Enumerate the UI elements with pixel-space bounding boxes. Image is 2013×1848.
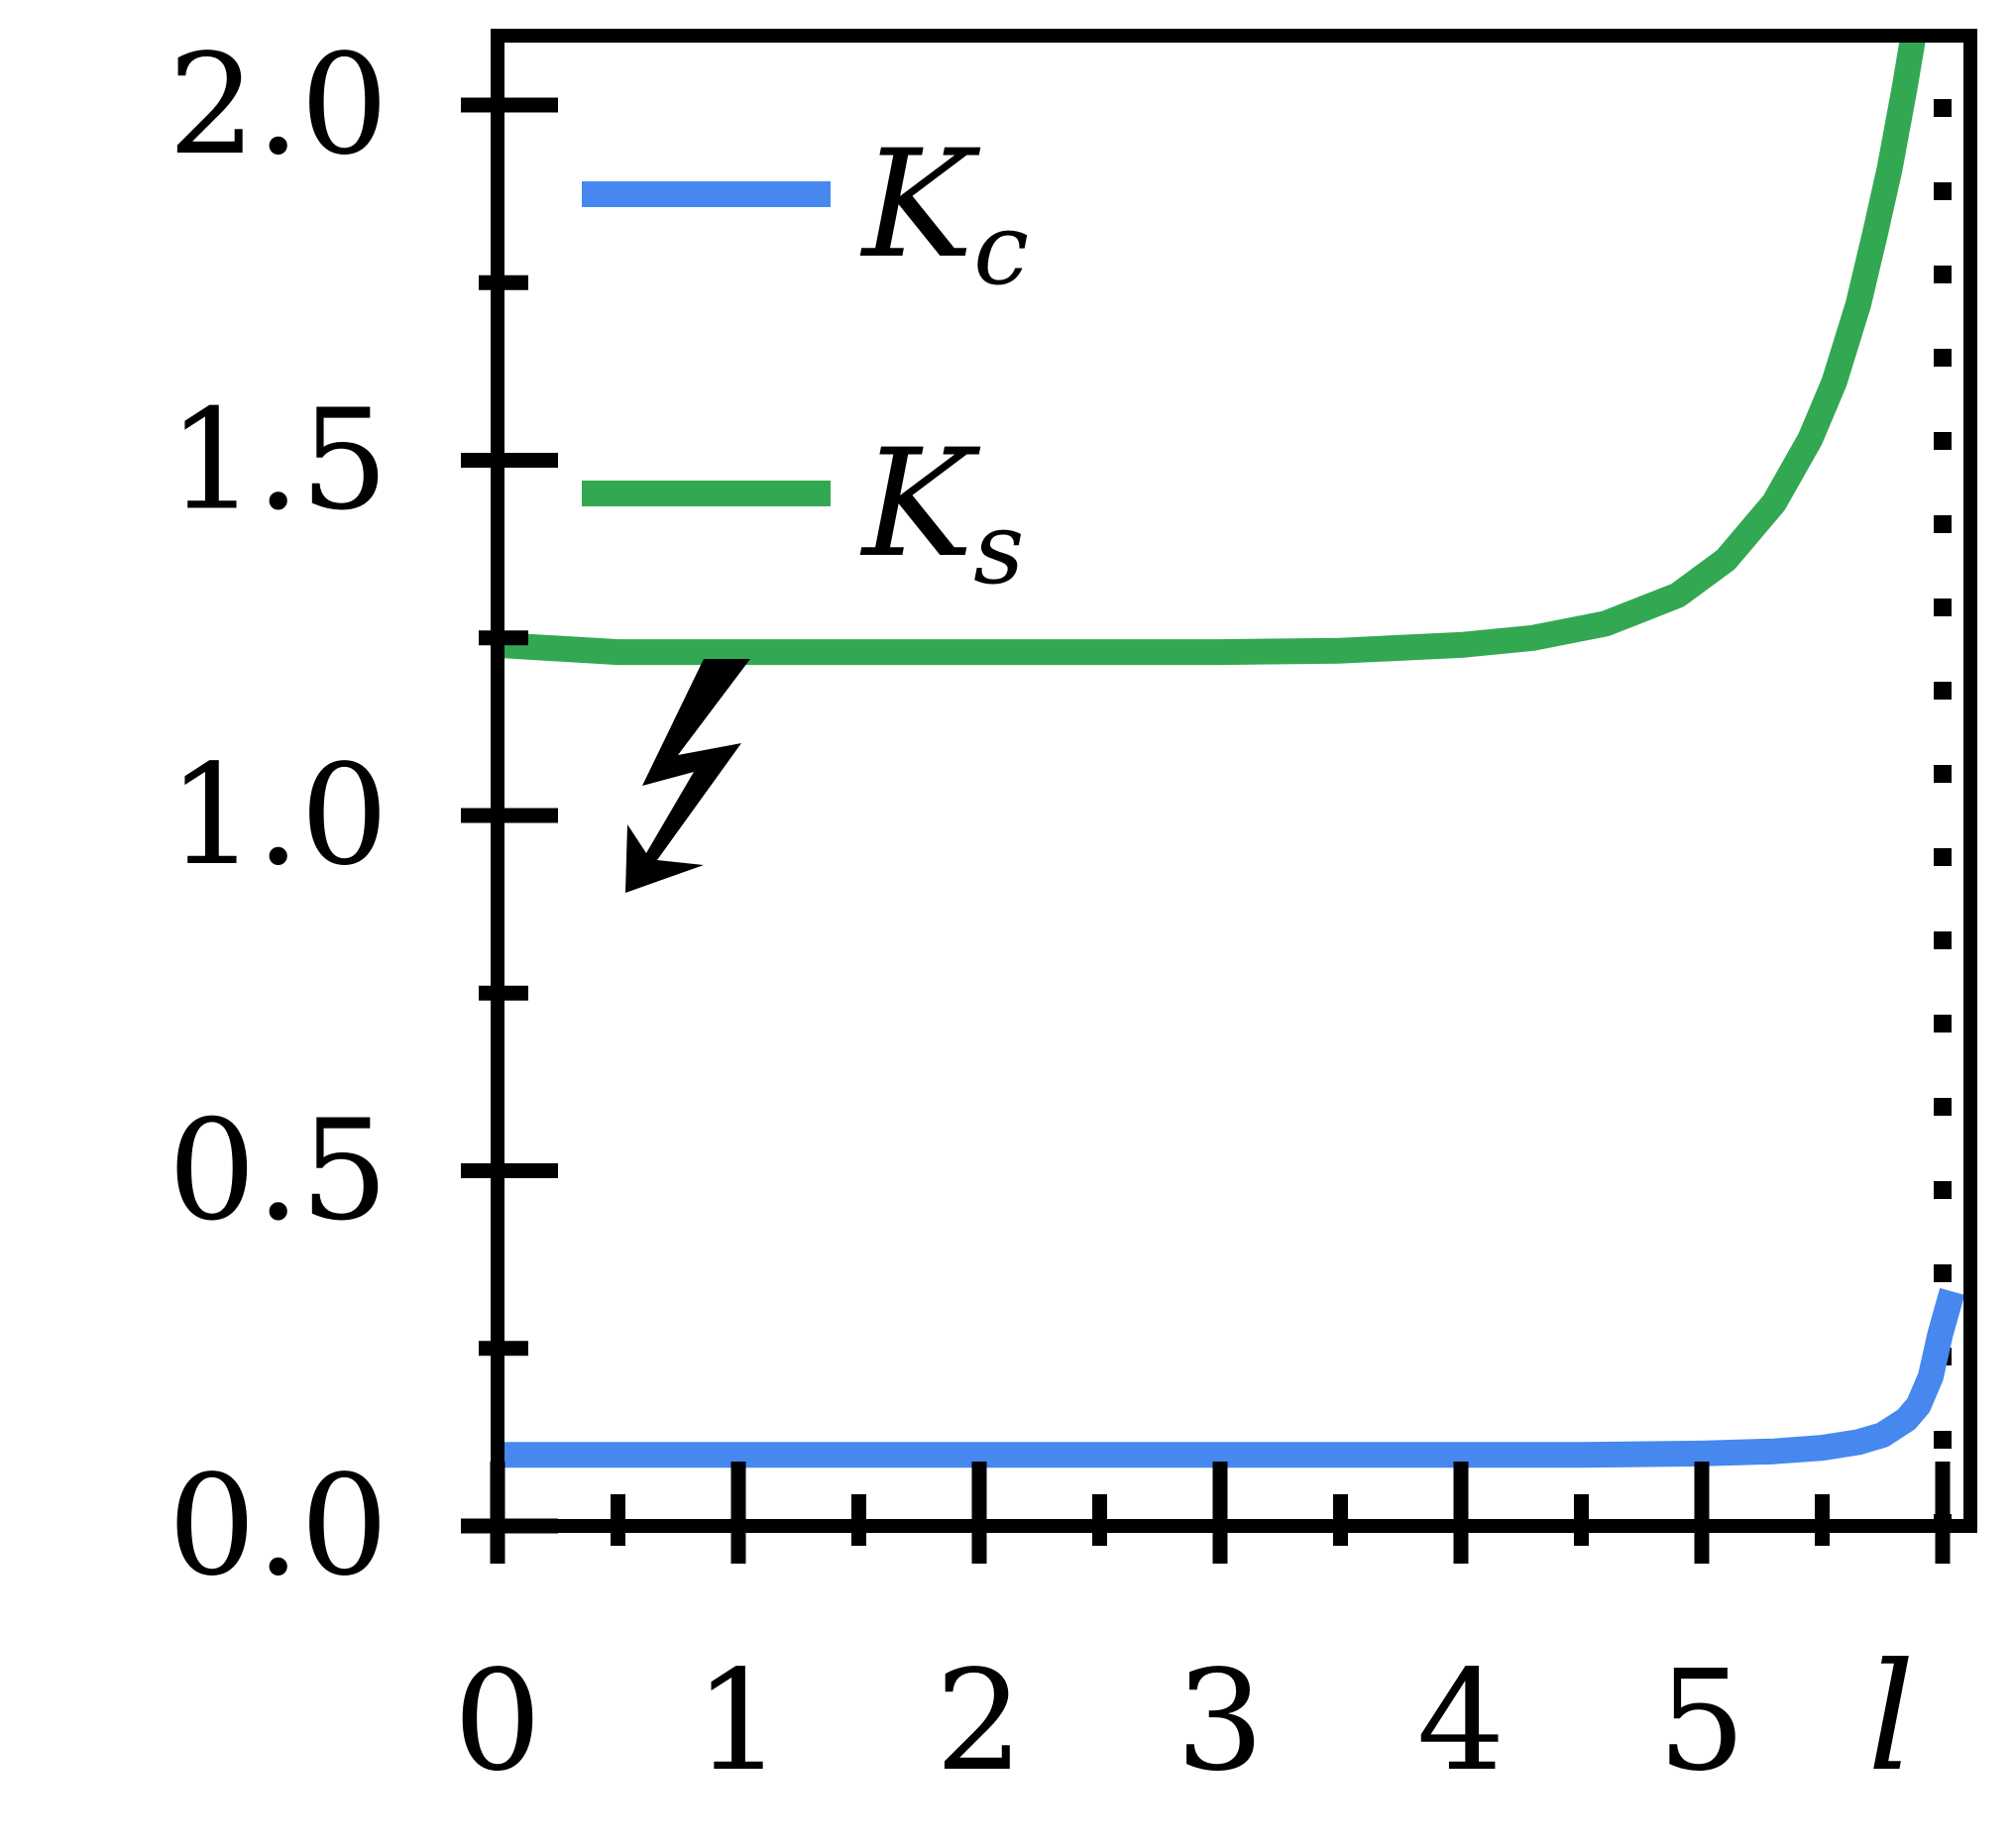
x-tick-label: 4 bbox=[1416, 1641, 1505, 1802]
plot-frame bbox=[491, 29, 1977, 1533]
legend-label-main: K bbox=[859, 119, 981, 291]
y-tick-label: 1.5 bbox=[168, 380, 389, 542]
legend-label-c: Kc bbox=[859, 119, 1029, 307]
y-tick-label: 0.5 bbox=[168, 1091, 389, 1252]
lightning-arrow-shape bbox=[625, 659, 750, 893]
series-layer bbox=[498, 32, 1965, 1468]
series-line-c bbox=[498, 1287, 1965, 1468]
legend-label-main: K bbox=[859, 418, 981, 591]
x-axis-label: l bbox=[1867, 1632, 1915, 1804]
legend-label-s: Ks bbox=[859, 418, 1024, 606]
x-tick-label: 2 bbox=[935, 1641, 1023, 1802]
y-axis-tick-labels: 0.0 0.5 1.0 1.5 2.0 bbox=[168, 25, 389, 1607]
x-axis-ticks bbox=[490, 1462, 1951, 1564]
legend-label-sub: c bbox=[973, 191, 1029, 307]
series-line-s bbox=[498, 32, 1927, 666]
x-tick-label: 5 bbox=[1657, 1641, 1745, 1802]
y-tick-label: 2.0 bbox=[168, 25, 389, 186]
x-tick-label: 1 bbox=[694, 1641, 782, 1802]
lightning-arrow-annotation bbox=[625, 659, 750, 893]
y-axis-ticks bbox=[461, 97, 558, 1534]
x-tick-label: 3 bbox=[1175, 1641, 1264, 1802]
legend-label-sub: s bbox=[973, 490, 1024, 606]
y-tick-label: 0.0 bbox=[168, 1446, 389, 1607]
x-tick-label: 0 bbox=[453, 1641, 541, 1802]
y-tick-label: 1.0 bbox=[168, 735, 389, 897]
